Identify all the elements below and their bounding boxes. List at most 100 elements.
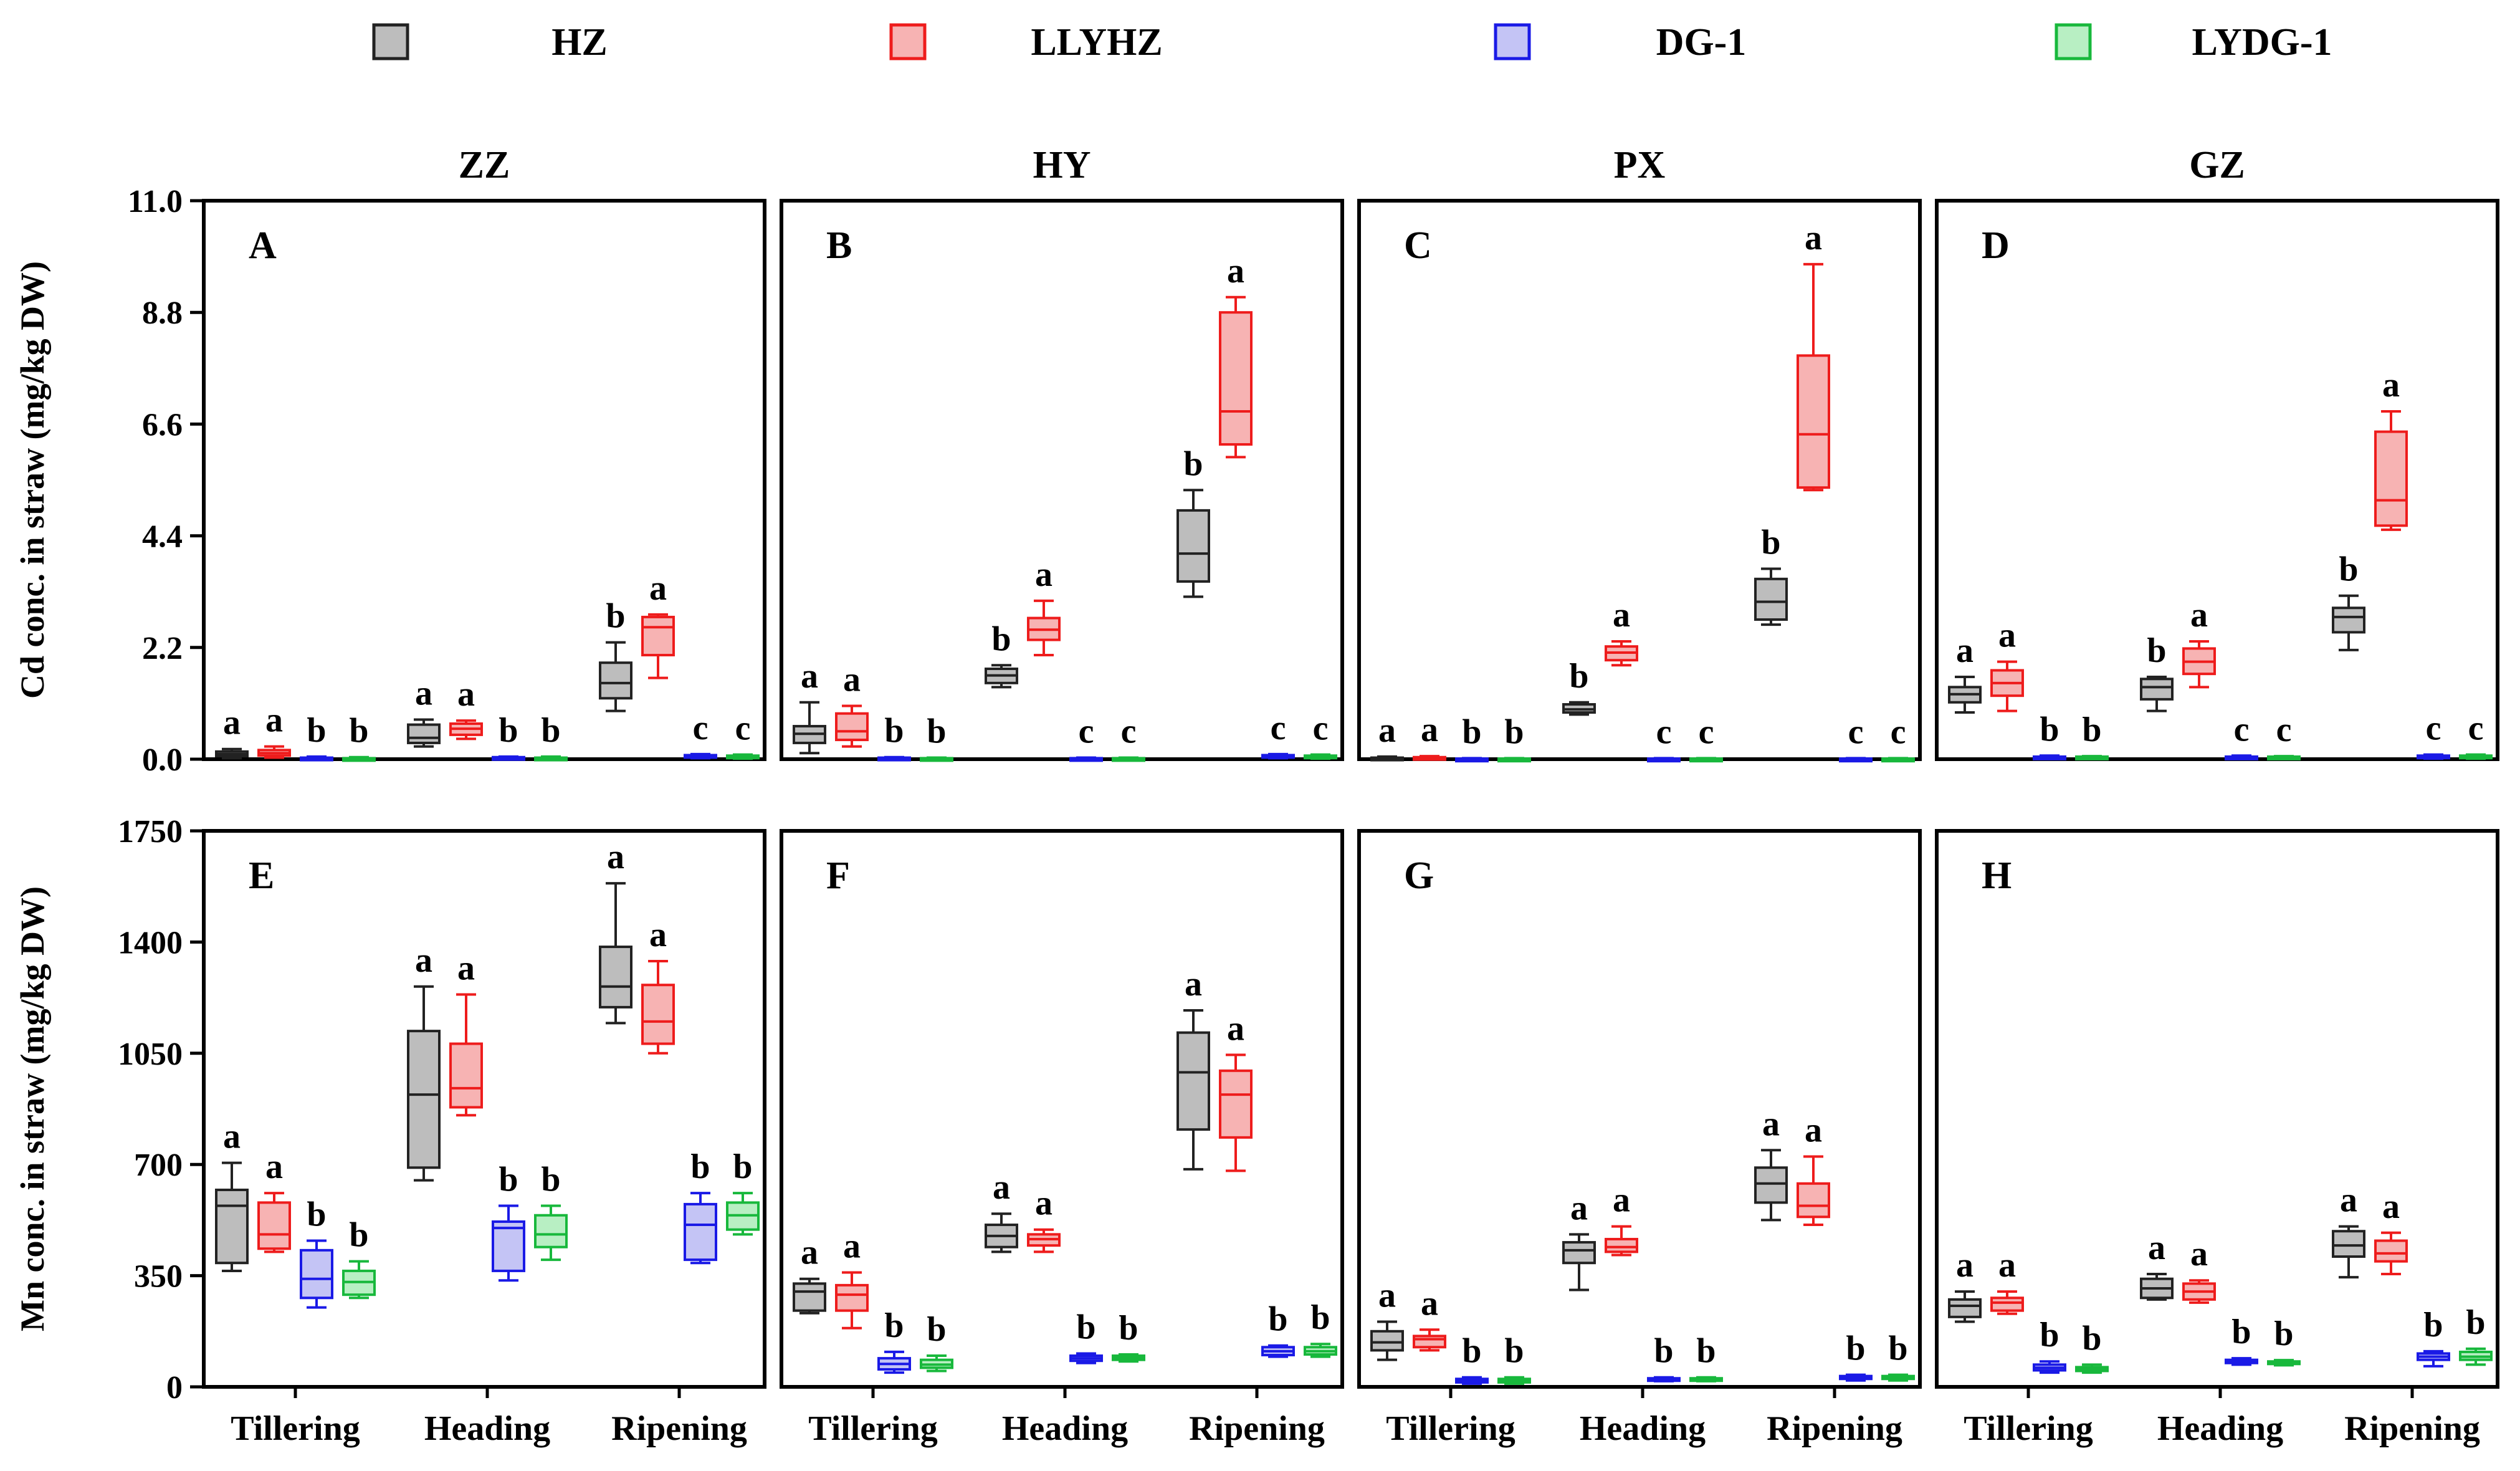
box-iqr <box>599 946 632 1009</box>
box-llyhz: a <box>1990 616 2024 712</box>
significance-letter: a <box>2382 366 2400 405</box>
y-tick-label: 1050 <box>118 1037 183 1072</box>
significance-letter: b <box>1183 444 1203 483</box>
significance-letter: b <box>1310 1298 1330 1337</box>
legend-label: LLYHZ <box>1031 21 1162 64</box>
significance-letter: a <box>1613 1181 1630 1220</box>
significance-letter: a <box>801 1234 818 1272</box>
box-dg-1: c <box>1647 712 1681 763</box>
significance-letter: b <box>307 711 326 750</box>
panel-frame <box>1935 199 2499 761</box>
panel-frame <box>780 829 1344 1389</box>
significance-letter: a <box>649 569 667 608</box>
legend-item-hz: HZ <box>372 21 608 64</box>
significance-letter: b <box>991 620 1011 658</box>
box-iqr <box>835 1283 869 1312</box>
significance-letter: b <box>1504 712 1524 751</box>
significance-letter: b <box>2147 631 2166 670</box>
significance-letter: b <box>1504 1332 1524 1371</box>
box-lydg-1: c <box>1304 709 1337 760</box>
box-hz: b <box>1562 657 1596 716</box>
box-dg-1: b <box>2225 1313 2258 1366</box>
box-hz: a <box>793 1234 826 1315</box>
significance-letter: a <box>265 1148 283 1186</box>
box-iqr <box>599 661 632 700</box>
significance-letter: b <box>499 1160 518 1199</box>
box-iqr <box>257 1201 291 1250</box>
box-dg-1: b <box>300 1195 333 1309</box>
significance-letter: b <box>2274 1315 2293 1353</box>
significance-letter: a <box>2190 1235 2208 1273</box>
significance-letter: a <box>801 657 818 696</box>
box-dg-1: b <box>1069 1308 1103 1364</box>
significance-letter: a <box>1613 596 1630 635</box>
box-iqr <box>407 723 441 744</box>
x-tick-label: Tillering <box>1386 1409 1515 1448</box>
box-hz: b <box>985 620 1018 689</box>
box-iqr <box>1797 354 1830 489</box>
box-dg-1: b <box>684 1148 717 1265</box>
box-dg-1: b <box>1839 1330 1873 1382</box>
significance-letter: a <box>223 704 241 742</box>
significance-letter: b <box>349 712 368 750</box>
significance-letter: a <box>457 675 475 714</box>
significance-letter: a <box>1185 965 1202 1004</box>
box-llyhz: a <box>835 660 869 748</box>
box-hz: a <box>1562 1189 1596 1291</box>
box-llyhz: a <box>1413 1284 1446 1352</box>
box-lydg-1: b <box>2267 1315 2301 1367</box>
box-llyhz: a <box>449 675 483 740</box>
box-iqr <box>492 1220 525 1272</box>
box-hz: a <box>1176 965 1210 1171</box>
significance-letter: b <box>499 711 518 750</box>
box-iqr <box>1370 1330 1404 1352</box>
panel-frame <box>202 829 766 1389</box>
group-heading: Heading a a b b <box>1562 1181 1723 1448</box>
significance-letter: a <box>1570 1189 1588 1227</box>
box-iqr <box>534 1214 568 1248</box>
box-lydg-1: b <box>726 1148 760 1236</box>
box-dg-1: b <box>2033 1316 2066 1374</box>
box-dg-1: b <box>1261 1300 1295 1358</box>
significance-letter: b <box>927 712 946 751</box>
significance-letter: b <box>2082 711 2101 749</box>
significance-letter: a <box>843 1227 861 1266</box>
y-tick-label: 11.0 <box>128 184 183 219</box>
box-iqr <box>641 615 675 657</box>
significance-letter: b <box>733 1148 752 1186</box>
significance-letter: a <box>1378 1277 1396 1315</box>
box-lydg-1: b <box>1881 1330 1915 1382</box>
site-title-zz: ZZ <box>459 144 510 186</box>
significance-letter: b <box>2423 1306 2443 1344</box>
significance-letter: c <box>1079 712 1094 751</box>
box-llyhz: a <box>641 916 675 1055</box>
box-llyhz: a <box>2182 1235 2216 1304</box>
significance-letter: b <box>1888 1330 1907 1368</box>
y-tick-label: 350 <box>134 1259 183 1295</box>
legend-item-lydg-1: LYDG-1 <box>2055 21 2332 64</box>
group-heading: a ab b <box>407 674 568 762</box>
significance-letter: b <box>927 1310 946 1349</box>
legend-swatch <box>1494 23 1531 60</box>
significance-letter: b <box>2082 1319 2101 1358</box>
panel-frame <box>1935 829 2499 1389</box>
box-llyhz: a <box>835 1227 869 1330</box>
significance-letter: a <box>1227 1009 1244 1048</box>
x-tick-label: Ripening <box>611 1409 747 1448</box>
significance-letter: b <box>2231 1313 2251 1351</box>
box-llyhz: a <box>257 701 291 759</box>
box-llyhz: a <box>1027 1184 1061 1253</box>
box-iqr <box>215 1188 249 1265</box>
y-tick-label: 8.8 <box>142 295 183 331</box>
significance-letter: a <box>2148 1229 2165 1267</box>
panel-letter: C <box>1404 224 1432 267</box>
